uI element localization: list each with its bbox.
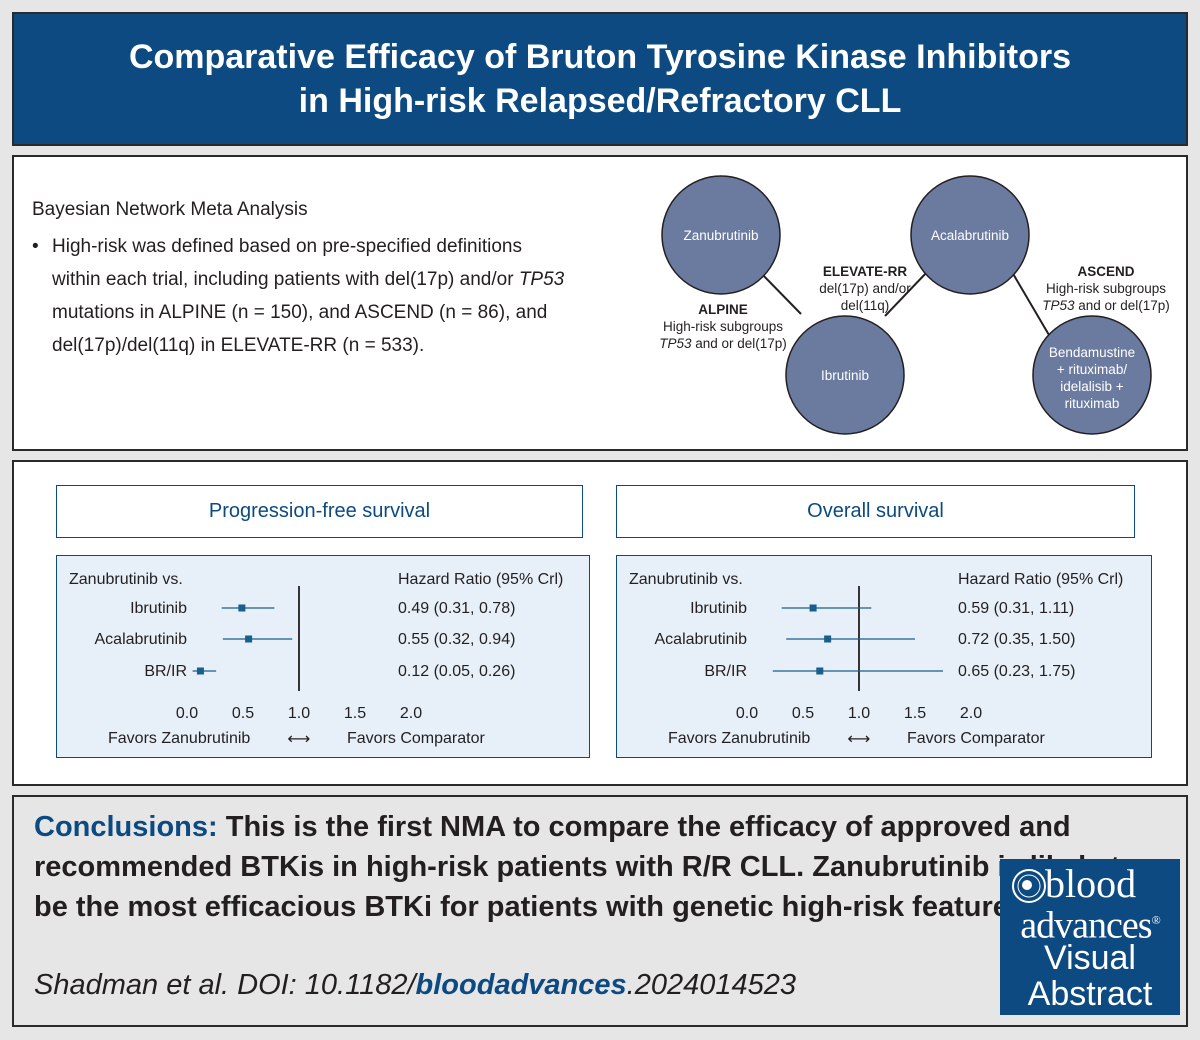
node-label-bendamustine-4: rituximab (1065, 396, 1120, 411)
pfs-favors-left: Favors Zanubrutinib (108, 730, 250, 747)
node-label-bendamustine-3: idelalisib + (1060, 379, 1124, 394)
node-ibrutinib (785, 315, 905, 435)
node-label-bendamustine-1: Bendamustine (1049, 345, 1135, 360)
edge-ascend-line2: TP53 and or del(17p) (1042, 298, 1170, 313)
os-title: Overall survival (807, 500, 944, 522)
methods-heading: Bayesian Network Meta Analysis (32, 199, 308, 220)
node-label-acalabrutinib: Acalabrutinib (931, 228, 1009, 243)
methods-bullet: • High-risk was defined based on pre-spe… (32, 230, 572, 362)
pfs-row-value-2: 0.55 (0.32, 0.94) (398, 631, 515, 648)
edge-ascend-name: ASCEND (1077, 264, 1134, 279)
network-diagram: Zanubrutinib Acalabrutinib Ibrutinib Ben… (659, 175, 1170, 435)
edge-ascend-line (1011, 271, 1050, 336)
os-tick-3: 1.5 (904, 705, 926, 722)
os-point-acalabrutinib (824, 635, 832, 643)
bullet-icon: • (32, 236, 39, 257)
pfs-tick-3: 1.5 (344, 705, 366, 722)
os-row-label-3: BR/IR (704, 663, 747, 680)
os-tick-2: 1.0 (848, 705, 870, 722)
pfs-row-label-3: BR/IR (144, 663, 187, 680)
node-bendamustine (1032, 315, 1152, 435)
os-favors-left: Favors Zanubrutinib (668, 730, 810, 747)
pfs-vs-label: Zanubrutinib vs. (69, 571, 183, 588)
os-row-value-2: 0.72 (0.35, 1.50) (958, 631, 1075, 648)
os-vs-label: Zanubrutinib vs. (629, 571, 743, 588)
os-favors-right: Favors Comparator (907, 730, 1045, 747)
pfs-tick-2: 1.0 (288, 705, 310, 722)
bullet-text-post: mutations in ALPINE (n = 150), and ASCEN… (52, 302, 548, 356)
edge-alpine-line2: TP53 and or del(17p) (659, 336, 787, 351)
os-forest-svg: Zanubrutinib vs. Hazard Ratio (95% Crl) … (629, 571, 1123, 748)
methods-panel: Bayesian Network Meta Analysis • High-ri… (12, 155, 1188, 451)
logo-word-abstract: Abstract (1027, 975, 1153, 1013)
pfs-point-br-ir (196, 667, 204, 675)
pfs-title: Progression-free survival (208, 500, 431, 522)
conclusion-label: Conclusions: (34, 811, 218, 843)
pfs-hr-header: Hazard Ratio (95% Crl) (398, 571, 563, 588)
edge-elevate-name: ELEVATE-RR (823, 264, 908, 279)
title-line-1: Comparative Efficacy of Bruton Tyrosine … (128, 38, 1072, 76)
os-row-value-1: 0.59 (0.31, 1.11) (958, 600, 1074, 617)
logo-word-blood: blood (1045, 861, 1137, 906)
os-point-br-ir (816, 667, 824, 675)
logo-word-visual: Visual (1044, 939, 1136, 977)
title-line-2: in High-risk Relapsed/Refractory CLL (298, 82, 902, 120)
node-label-ibrutinib: Ibrutinib (821, 368, 869, 383)
node-label-zanubrutinib: Zanubrutinib (683, 228, 758, 243)
results-panel: Progression-free survival Overall surviv… (12, 460, 1188, 786)
node-label-bendamustine-2: + rituximab/ (1057, 362, 1127, 377)
pfs-title-box: Progression-free survival (56, 485, 583, 538)
pfs-favors-right: Favors Comparator (347, 730, 485, 747)
os-row-label-2: Acalabrutinib (655, 631, 748, 648)
pfs-tick-0: 0.0 (176, 705, 198, 722)
pfs-forest-plot: Zanubrutinib vs. Hazard Ratio (95% Crl) … (56, 555, 590, 758)
edge-elevate-line (884, 270, 929, 317)
os-point-ibrutinib (809, 604, 817, 612)
title-banner: Comparative Efficacy of Bruton Tyrosine … (12, 12, 1188, 146)
pfs-row-label-1: Ibrutinib (130, 600, 187, 617)
pfs-row-value-1: 0.49 (0.31, 0.78) (398, 600, 515, 617)
edge-elevate-line2: del(11q) (841, 298, 890, 313)
edge-alpine-line1: High-risk subgroups (663, 319, 783, 334)
logo-word-advances: advances® (1020, 904, 1160, 947)
node-acalabrutinib (910, 175, 1030, 295)
citation-prefix: Shadman et al. DOI: 10.1182/ (34, 969, 416, 1001)
pfs-point-ibrutinib (238, 604, 246, 612)
os-title-box: Overall survival (616, 485, 1135, 538)
node-zanubrutinib (661, 175, 781, 295)
os-row-value-3: 0.65 (0.23, 1.75) (958, 663, 1075, 680)
os-tick-1: 0.5 (792, 705, 814, 722)
os-forest-plot: Zanubrutinib vs. Hazard Ratio (95% Crl) … (616, 555, 1152, 758)
citation-suffix: .2024014523 (626, 969, 796, 1001)
conclusion-body: This is the first NMA to compare the eff… (34, 811, 1138, 923)
os-row-label-1: Ibrutinib (690, 600, 747, 617)
citation: Shadman et al. DOI: 10.1182/bloodadvance… (34, 969, 796, 1002)
conclusions-panel: Conclusions: This is the first NMA to co… (12, 795, 1188, 1027)
edge-alpine-name: ALPINE (698, 302, 748, 317)
edge-elevate-line1: del(17p) and/or (819, 281, 911, 296)
pfs-row-value-3: 0.12 (0.05, 0.26) (398, 663, 515, 680)
bullet-text-italic: TP53 (518, 269, 565, 290)
conclusion-text: Conclusions: This is the first NMA to co… (34, 807, 1164, 927)
edge-ascend-line1: High-risk subgroups (1046, 281, 1166, 296)
os-hr-header: Hazard Ratio (95% Crl) (958, 571, 1123, 588)
os-double-arrow-icon: ⟷ (848, 731, 871, 748)
citation-journal: bloodadvances (415, 969, 627, 1001)
pfs-double-arrow-icon: ⟷ (288, 731, 311, 748)
os-tick-0: 0.0 (736, 705, 758, 722)
bullet-text-pre: High-risk was defined based on pre-speci… (52, 236, 522, 290)
os-tick-4: 2.0 (960, 705, 982, 722)
pfs-tick-4: 2.0 (400, 705, 422, 722)
pfs-point-acalabrutinib (245, 635, 253, 643)
pfs-row-label-2: Acalabrutinib (95, 631, 188, 648)
pfs-tick-1: 0.5 (232, 705, 254, 722)
pfs-forest-svg: Zanubrutinib vs. Hazard Ratio (95% Crl) … (69, 571, 563, 748)
blood-advances-logo: blood advances® Visual Abstract (1000, 859, 1180, 1015)
society-seal-icon (1012, 869, 1046, 903)
